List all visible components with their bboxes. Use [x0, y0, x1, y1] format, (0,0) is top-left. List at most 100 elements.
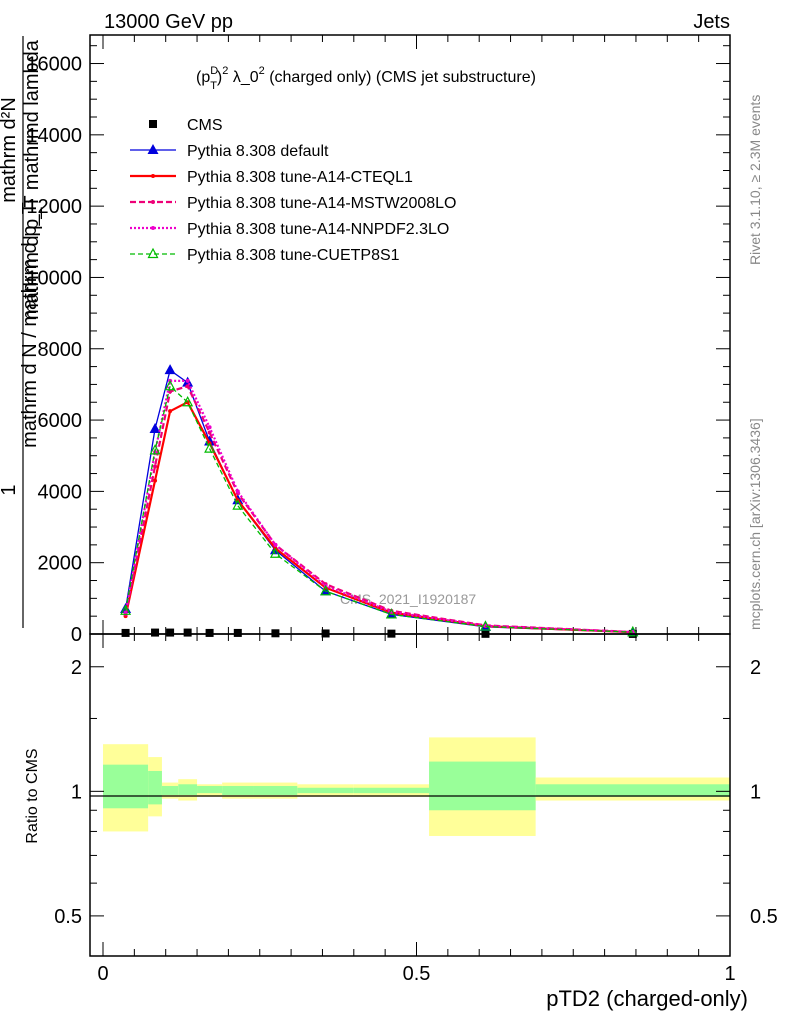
ratio-band-inner: [297, 787, 354, 794]
legend-label-nnpdf: Pythia 8.308 tune-A14-NNPDF2.3LO: [187, 221, 449, 238]
ratio-band-inner: [161, 786, 179, 795]
y-label-den: mathrm d p_T mathrmd lambda: [21, 39, 43, 320]
legend-entry-nnpdf: Pythia 8.308 tune-A14-NNPDF2.3LO: [130, 221, 449, 238]
point-nnpdf: [185, 378, 190, 383]
ratio-band-inner: [148, 770, 162, 805]
point-nnpdf: [235, 489, 240, 494]
ratio-axis-ticks: [90, 634, 731, 956]
x-tick-label: 1: [724, 963, 735, 985]
legend-entry-default: Pythia 8.308 default: [130, 143, 329, 160]
y-tick-label: 0: [71, 624, 82, 646]
point-data: [183, 628, 192, 637]
x-tick-label: 0: [97, 963, 108, 985]
x-axis-label: pTD2 (charged-only): [546, 986, 748, 1011]
ratio-y-tick-label-right: 1: [750, 781, 761, 803]
ratio-band-inner: [103, 764, 149, 809]
point-cuetp: [232, 499, 244, 510]
y-label-num: mathrm d²N: [0, 97, 20, 203]
point-cuetp: [479, 620, 491, 631]
legend-entry-cteql1: Pythia 8.308 tune-A14-CTEQL1: [130, 169, 413, 186]
point-nnpdf: [123, 610, 128, 615]
main-title: (pD T)2 λ_02 (charged only) (CMS jet subs…: [196, 65, 536, 92]
point-cuetp: [149, 444, 161, 455]
header-right: Jets: [693, 11, 730, 33]
ratio-band-inner: [178, 784, 198, 795]
point-data: [121, 628, 130, 637]
ratio-y-label: Ratio to CMS: [24, 748, 41, 843]
series-line-cuetp: [124, 384, 633, 633]
legend-label-default: Pythia 8.308 default: [187, 143, 329, 160]
y-label-pre-den: mathrm d N / mathrm d p_T: [19, 202, 41, 448]
point-data: [205, 628, 214, 637]
legend: CMS Pythia 8.308 default Pythia 8.308 tune…: [130, 117, 456, 264]
point-data: [166, 628, 175, 637]
y-tick-label: 10000: [26, 267, 82, 289]
y-tick-label: 16000: [26, 54, 82, 76]
y-tick-label: 12000: [26, 196, 82, 218]
legend-marker-mstw: [151, 200, 155, 204]
rivet-version-text: Rivet 3.1.10, ≥ 2.3M events: [747, 95, 763, 265]
y-tick-label: 4000: [38, 481, 83, 503]
point-data: [233, 628, 242, 637]
point-cuetp: [120, 604, 132, 615]
legend-marker-cuetp: [147, 247, 159, 259]
point-mstw: [153, 464, 158, 469]
series-cuetp: [120, 379, 639, 637]
ratio-band-inner: [197, 786, 223, 794]
ratio-y-tick-labels: 0.5 0.5 1 1 2 2: [54, 657, 778, 928]
ratio-y-tick-label-right: 2: [750, 657, 761, 679]
mcplots-reference-text: mcplots.cern.ch [arXiv:1306.3436]: [747, 418, 763, 630]
ratio-y-tick-label: 2: [71, 657, 82, 679]
ratio-uncertainty-bands: [103, 737, 730, 836]
point-cteql1: [153, 478, 158, 483]
main-y-tick-labels: 0 2000 4000 6000 8000 10000 12000 14000 16000: [26, 54, 82, 646]
legend-entry-data: CMS: [149, 117, 223, 134]
y-tick-label: 8000: [38, 339, 83, 361]
legend-label-cuetp: Pythia 8.308 tune-CUETP8S1: [187, 247, 400, 264]
legend-label-mstw: Pythia 8.308 tune-A14-MSTW2008LO: [187, 195, 456, 212]
point-default: [149, 422, 161, 433]
ratio-y-tick-label-right: 0.5: [750, 906, 778, 928]
point-cuetp: [320, 584, 332, 596]
main-axis-ticks: [90, 35, 731, 635]
legend-label-data: CMS: [187, 117, 223, 134]
point-cuetp: [182, 395, 194, 407]
point-cuetp: [204, 442, 216, 453]
ratio-y-tick-label: 1: [71, 781, 82, 803]
point-cteql1: [168, 409, 173, 414]
legend-marker-default: [147, 144, 159, 154]
analysis-watermark: CMS_2021_I1920187: [340, 591, 476, 607]
point-default: [164, 364, 176, 375]
main-y-label: 1 mathrm d N / mathrm d p_T mathrm d²N m…: [0, 36, 43, 628]
legend-entry-mstw: Pythia 8.308 tune-A14-MSTW2008LO: [130, 195, 456, 212]
point-cuetp: [164, 379, 176, 391]
point-nnpdf: [207, 425, 212, 430]
legend-label-cteql1: Pythia 8.308 tune-A14-CTEQL1: [187, 169, 413, 186]
ratio-panel: 0.5 0.5 1 1 2 2 0 0.5 1 Ratio to CMS pTD2 (char…: [24, 633, 778, 1011]
main-series-group: [120, 364, 639, 638]
legend-marker-cteql1: [151, 174, 155, 178]
ratio-band-inner: [429, 761, 536, 811]
point-cuetp: [385, 608, 397, 619]
x-tick-labels: 0 0.5 1: [97, 963, 735, 985]
legend-entry-cuetp: Pythia 8.308 tune-CUETP8S1: [130, 247, 400, 264]
ratio-band-inner: [535, 784, 730, 797]
point-data: [151, 628, 160, 637]
ratio-band-inner: [253, 786, 298, 795]
legend-marker-data: [149, 120, 157, 128]
header-left: 13000 GeV pp: [104, 11, 233, 33]
ratio-band-inner: [222, 786, 254, 795]
point-cuetp: [269, 547, 281, 558]
legend-marker-nnpdf: [151, 226, 155, 230]
y-tick-label: 6000: [38, 410, 83, 432]
point-cuetp: [627, 625, 639, 637]
y-tick-label: 14000: [26, 125, 82, 147]
ratio-band-inner: [353, 787, 430, 794]
main-frame: [89, 34, 731, 635]
x-tick-label: 0.5: [403, 963, 431, 985]
y-label-pre-num: 1: [0, 484, 20, 495]
point-nnpdf: [273, 542, 278, 547]
y-tick-label: 2000: [38, 553, 83, 575]
ratio-frame: [89, 633, 731, 957]
